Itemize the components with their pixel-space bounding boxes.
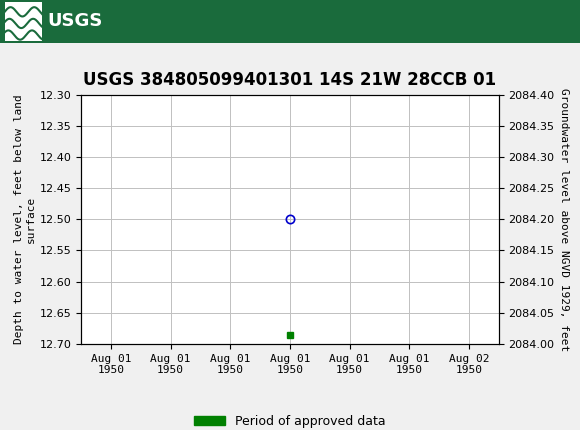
Text: USGS 384805099401301 14S 21W 28CCB 01: USGS 384805099401301 14S 21W 28CCB 01 [84, 71, 496, 89]
Legend: Period of approved data: Period of approved data [189, 409, 391, 430]
Y-axis label: Depth to water level, feet below land
surface: Depth to water level, feet below land su… [14, 95, 35, 344]
Text: USGS: USGS [47, 12, 102, 31]
Y-axis label: Groundwater level above NGVD 1929, feet: Groundwater level above NGVD 1929, feet [559, 88, 569, 351]
